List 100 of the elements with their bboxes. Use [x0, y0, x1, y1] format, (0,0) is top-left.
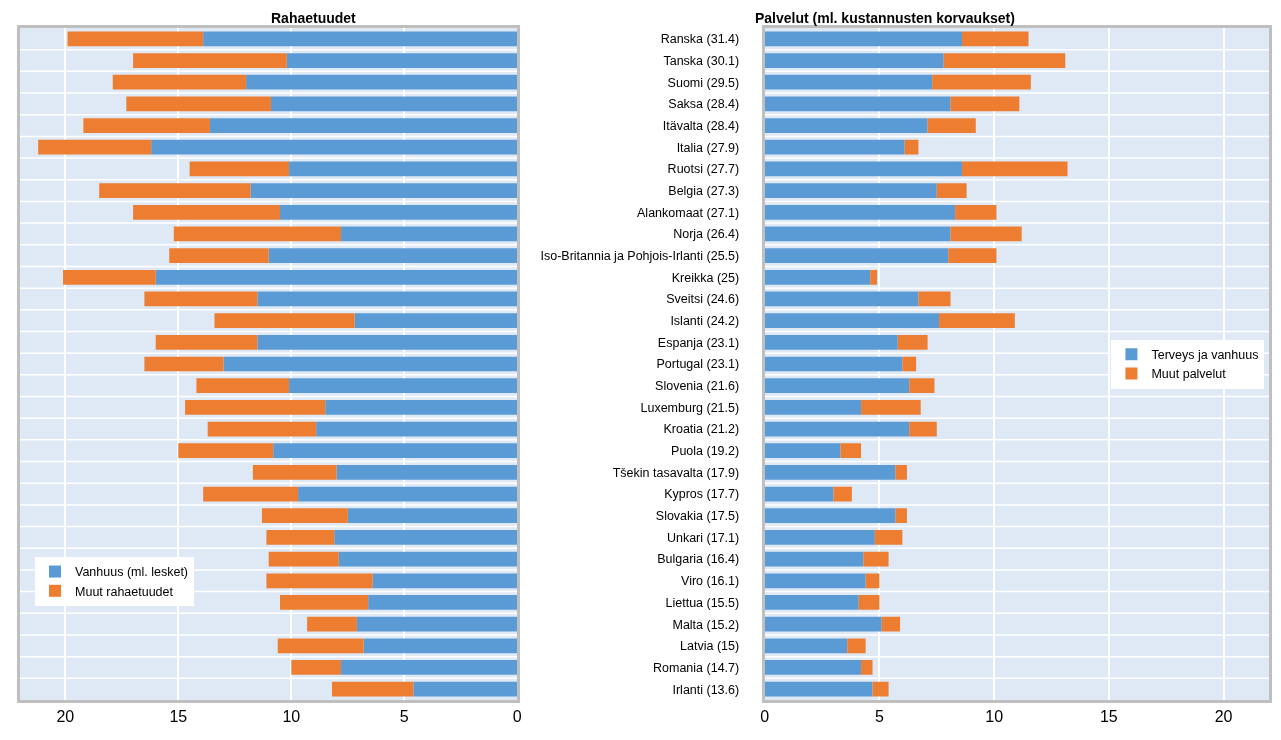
bar	[764, 551, 864, 567]
x-tick-label: 0	[760, 708, 770, 726]
bar	[902, 356, 917, 372]
bar	[144, 356, 224, 372]
bar	[316, 421, 518, 437]
bar	[250, 183, 518, 198]
bar	[307, 616, 357, 632]
x-tick-label: 20	[1214, 708, 1233, 726]
bar	[764, 421, 910, 437]
bar	[203, 31, 518, 47]
bar	[155, 334, 258, 350]
bar	[936, 183, 967, 198]
bar	[847, 638, 866, 654]
bar	[939, 313, 1015, 329]
y-tick-label: Luxemburg (21.5)	[640, 400, 740, 415]
bar	[764, 313, 940, 329]
bar	[196, 378, 290, 394]
bar	[764, 616, 882, 632]
bar	[764, 118, 928, 133]
x-tick-label: 10	[985, 708, 1004, 726]
bar	[280, 595, 369, 610]
bar	[207, 421, 317, 437]
y-tick-label: Espanja (23.1)	[657, 335, 740, 350]
bar	[189, 161, 290, 177]
y-tick-label: Islanti (24.2)	[670, 314, 740, 329]
bar	[870, 269, 878, 285]
legend-label: Vanhuus (ml. lesket)	[75, 565, 189, 580]
bar	[173, 226, 342, 242]
y-tick-label: Kypros (17.7)	[664, 487, 740, 502]
bar	[280, 204, 518, 220]
bar	[169, 248, 269, 263]
x-tick-label: 15	[169, 708, 188, 726]
bar	[950, 96, 1020, 112]
bar	[764, 486, 834, 502]
bar	[289, 378, 518, 394]
y-tick-label: Italia (27.9)	[676, 140, 740, 155]
bar	[764, 681, 873, 697]
bar	[298, 486, 518, 502]
bar	[858, 595, 880, 610]
bar	[413, 681, 518, 697]
y-tick-label: Ranska (31.4)	[660, 32, 740, 47]
bar	[99, 183, 251, 198]
bar	[909, 378, 935, 394]
bar	[133, 204, 281, 220]
bar	[178, 443, 274, 459]
chart-title: Rahaetuudet	[271, 10, 357, 26]
bar	[861, 399, 921, 415]
bar	[764, 31, 963, 47]
bar	[904, 139, 919, 155]
bar	[372, 573, 518, 589]
bar	[354, 313, 518, 329]
y-tick-label: Iso-Britannia ja Pohjois-Irlanti (25.5)	[540, 248, 740, 263]
bar	[764, 573, 866, 589]
bar	[341, 226, 518, 242]
bar	[927, 118, 976, 133]
bar	[764, 96, 951, 112]
bar	[126, 96, 271, 112]
bar	[338, 551, 518, 567]
bar	[881, 616, 901, 632]
bar	[67, 31, 204, 47]
bar	[764, 530, 875, 545]
y-tick-label: Tanska (30.1)	[663, 53, 740, 68]
bar	[764, 269, 871, 285]
y-tick-label: Tšekin tasavalta (17.9)	[612, 465, 740, 480]
bar	[918, 291, 951, 307]
bar	[277, 638, 364, 654]
y-tick-label: Romania (14.7)	[653, 660, 740, 675]
bar	[246, 74, 518, 90]
bar	[764, 508, 896, 524]
bar	[266, 530, 335, 545]
bar	[764, 53, 944, 68]
bar	[764, 660, 862, 675]
bar	[764, 399, 862, 415]
y-tick-label: Malta (15.2)	[672, 617, 740, 632]
bar	[764, 226, 951, 242]
bar	[764, 74, 933, 90]
bar	[336, 465, 518, 480]
bar	[764, 248, 949, 263]
y-tick-label: Irlanti (13.6)	[672, 682, 740, 697]
bar	[861, 660, 873, 675]
bar	[151, 139, 518, 155]
y-tick-label: Kreikka (25)	[671, 270, 740, 285]
bar	[865, 573, 880, 589]
bar	[356, 616, 518, 632]
bar	[261, 508, 348, 524]
y-tick-label: Latvia (15)	[680, 639, 740, 654]
y-tick-label: Alankomaat (27.1)	[637, 205, 740, 220]
y-tick-label: Portugal (23.1)	[656, 357, 740, 372]
y-tick-label: Belgia (27.3)	[668, 183, 740, 198]
bar	[144, 291, 258, 307]
bar	[872, 681, 889, 697]
y-tick-label: Puola (19.2)	[671, 444, 740, 459]
y-tick-label: Itävalta (28.4)	[662, 118, 740, 133]
bar	[863, 551, 889, 567]
bar	[764, 161, 963, 177]
bar	[948, 248, 997, 263]
bar	[874, 530, 903, 545]
bar	[764, 139, 905, 155]
bar	[133, 53, 287, 68]
bar	[268, 248, 518, 263]
